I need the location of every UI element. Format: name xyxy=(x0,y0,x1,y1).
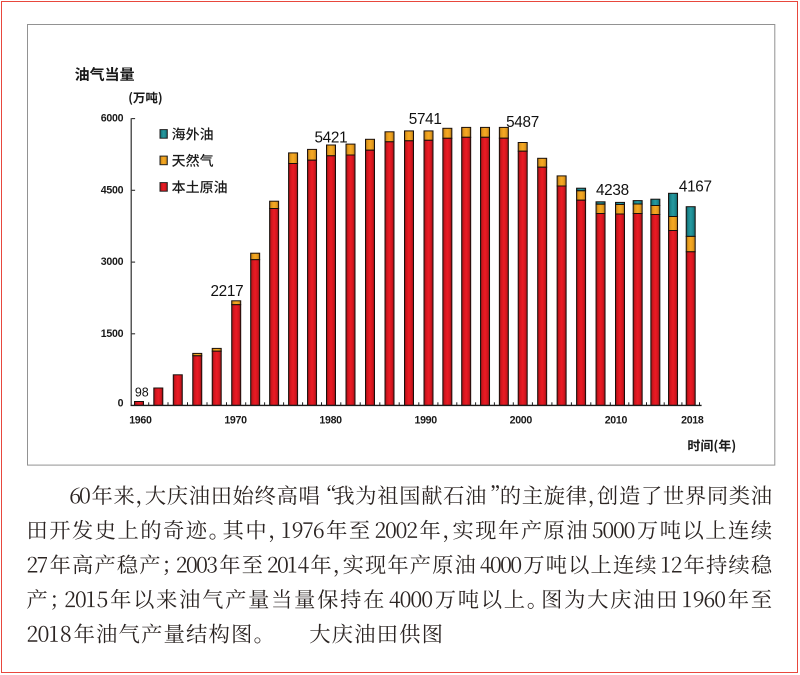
svg-text:2217: 2217 xyxy=(210,283,243,300)
svg-text:4167: 4167 xyxy=(679,179,712,196)
svg-text:1990: 1990 xyxy=(415,415,438,427)
svg-text:2018: 2018 xyxy=(681,415,704,427)
svg-text:1500: 1500 xyxy=(101,328,124,340)
svg-text:4500: 4500 xyxy=(101,184,124,196)
svg-text:6000: 6000 xyxy=(101,113,124,125)
svg-text:1960: 1960 xyxy=(129,415,152,427)
svg-text:0: 0 xyxy=(118,398,124,410)
svg-text:5421: 5421 xyxy=(314,129,347,146)
svg-text:98: 98 xyxy=(135,385,149,399)
svg-text:2000: 2000 xyxy=(510,415,533,427)
svg-text:1980: 1980 xyxy=(319,415,342,427)
svg-text:2010: 2010 xyxy=(605,415,628,427)
svg-text:3000: 3000 xyxy=(101,256,124,268)
svg-text:5487: 5487 xyxy=(506,114,539,131)
svg-text:1970: 1970 xyxy=(224,415,247,427)
svg-text:4238: 4238 xyxy=(596,182,629,199)
svg-text:5741: 5741 xyxy=(409,111,442,128)
